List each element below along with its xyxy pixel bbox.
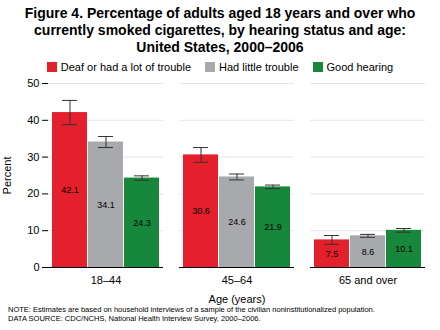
svg-text:24.3: 24.3 (133, 218, 151, 228)
svg-text:65 and over: 65 and over (339, 274, 397, 286)
svg-text:42.1: 42.1 (61, 185, 79, 195)
html-text:Figure 4. Percentage of adults: Figure 4. Percentage of adults aged 18 y… (24, 5, 416, 55)
svg-text:18–44: 18–44 (91, 274, 122, 286)
svg-text:10: 10 (27, 224, 39, 236)
svg-text:20: 20 (27, 187, 39, 199)
html-text:DATA SOURCE: CDC/NCHS, Nationa: DATA SOURCE: CDC/NCHS, National Health I… (8, 314, 261, 323)
svg-text:21.9: 21.9 (264, 222, 282, 232)
svg-text:40: 40 (27, 114, 39, 126)
svg-text:0: 0 (33, 261, 39, 273)
svg-text:50: 50 (27, 77, 39, 89)
svg-text:8.6: 8.6 (362, 247, 375, 257)
svg-text:10.1: 10.1 (395, 244, 413, 254)
svg-text:Age (years): Age (years) (209, 293, 266, 305)
svg-text:45–64: 45–64 (222, 274, 253, 286)
svg-text:30: 30 (27, 151, 39, 163)
svg-text:30.6: 30.6 (192, 206, 210, 216)
svg-text:24.6: 24.6 (228, 217, 246, 227)
html-text:Deaf or had a lot of trouble: Deaf or had a lot of trouble (60, 61, 191, 73)
svg-text:7.5: 7.5 (326, 249, 339, 259)
html-text:Good hearing: Good hearing (326, 61, 394, 73)
svg-text:34.1: 34.1 (97, 200, 115, 210)
svg-text:Percent: Percent (1, 157, 13, 195)
html-text:NOTE: Estimates are based on h: NOTE: Estimates are based on household i… (8, 305, 375, 314)
html-text:Had little trouble: Had little trouble (219, 61, 299, 73)
